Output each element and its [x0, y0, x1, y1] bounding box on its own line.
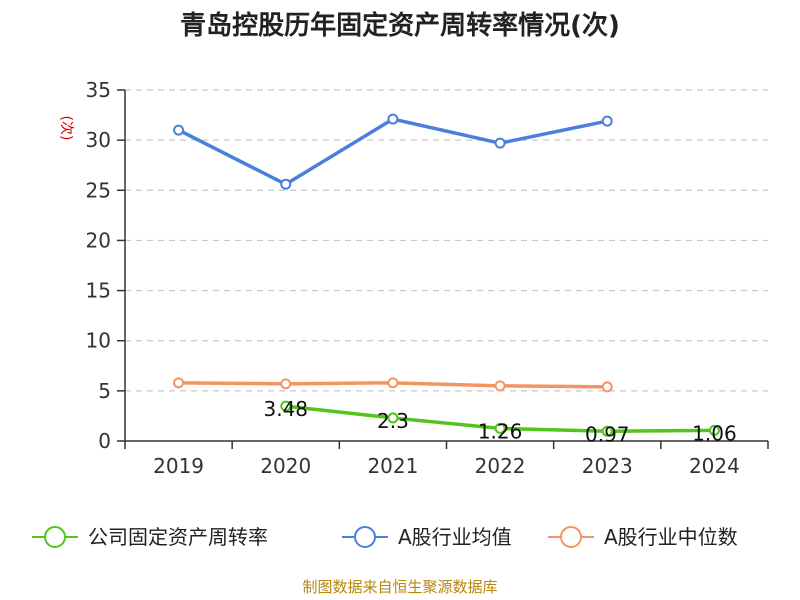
y-tick-label: 35	[86, 78, 111, 102]
legend-label: 公司固定资产周转率	[88, 525, 268, 549]
grid-lines	[125, 89, 768, 392]
axes: 0 5 10 15 20 25 30 35 2019 2020 2021 2022 2023 2024	[86, 78, 769, 478]
x-tick-label: 2022	[475, 454, 526, 478]
legend-item: A股行业均值	[342, 525, 512, 549]
series-1	[173, 113, 613, 190]
series-line	[176, 117, 609, 187]
y-tick-label: 10	[86, 329, 111, 353]
series-point	[173, 377, 185, 389]
x-tick-label: 2019	[153, 454, 204, 478]
legend-label: A股行业均值	[398, 525, 512, 549]
legend-item: 公司固定资产周转率	[32, 525, 268, 549]
data-label: 2.3	[377, 409, 409, 433]
data-label: 1.26	[478, 419, 523, 443]
data-label: 1.06	[692, 421, 737, 445]
data-label: 3.48	[263, 397, 308, 421]
series-point	[387, 377, 399, 389]
series-point	[173, 124, 185, 136]
y-tick-label: 30	[86, 128, 111, 152]
x-tick-label: 2021	[367, 454, 418, 478]
series-point	[280, 400, 292, 412]
legend: 公司固定资产周转率 A股行业均值 A股行业中位数	[32, 525, 738, 549]
legend-marker	[354, 526, 376, 548]
y-axis-label: (次)	[58, 116, 74, 141]
series-point	[494, 422, 506, 434]
series-point	[601, 381, 613, 393]
x-tick-label: 2024	[689, 454, 740, 478]
y-tick-label: 5	[98, 379, 111, 403]
y-tick-label: 15	[86, 279, 111, 303]
legend-item: A股行业中位数	[548, 525, 738, 549]
legend-marker	[44, 526, 66, 548]
series-point	[708, 424, 720, 436]
data-labels: 3.48 2.3 1.26 0.97 1.06	[263, 397, 736, 446]
y-tick-label: 25	[86, 178, 111, 202]
y-tick-label: 0	[98, 429, 111, 453]
y-tick-label: 20	[86, 228, 111, 252]
source-note: 制图数据来自恒生聚源数据库	[302, 578, 497, 596]
series-point	[280, 378, 292, 390]
series-0	[280, 400, 720, 437]
series-point	[601, 425, 613, 437]
x-tick-label: 2023	[582, 454, 633, 478]
legend-marker	[560, 526, 582, 548]
series-point	[494, 380, 506, 392]
series-2	[173, 377, 613, 393]
series-layer	[173, 113, 720, 437]
data-label: 0.97	[585, 422, 630, 446]
chart-title: 青岛控股历年固定资产周转率情况(次)	[180, 10, 620, 41]
legend-label: A股行业中位数	[604, 525, 738, 549]
series-point	[280, 178, 292, 190]
series-point	[387, 113, 399, 125]
series-point	[601, 115, 613, 127]
x-tick-label: 2020	[260, 454, 311, 478]
series-point	[494, 137, 506, 149]
series-point	[387, 412, 399, 424]
